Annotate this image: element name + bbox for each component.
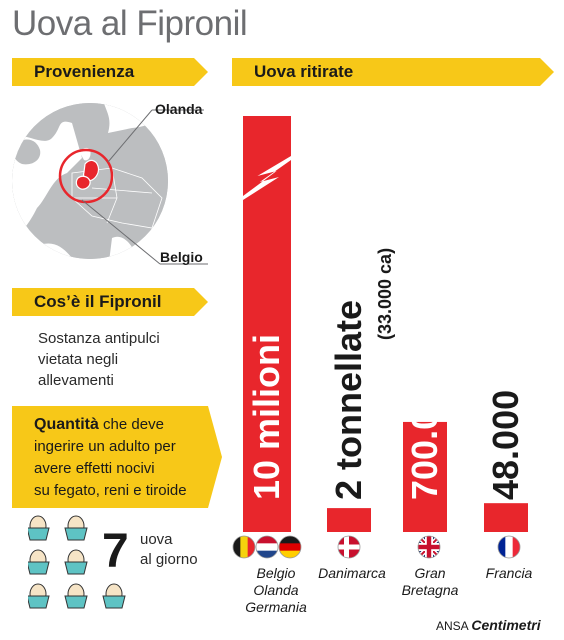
quantita-text: Quantità che deve ingerire un adulto per…	[34, 414, 214, 502]
france-flag	[497, 535, 521, 559]
value-label: 10 milioni	[246, 334, 287, 500]
quantita-bold: Quantità	[34, 416, 99, 433]
fipronil-line: Sostanza antipulci	[38, 330, 160, 347]
egg-icon	[64, 583, 88, 609]
bar	[403, 421, 447, 532]
eggs-unit: uova al giorno	[140, 530, 198, 570]
category-label: Belgio	[257, 565, 296, 581]
quantita-line: su fegato, reni e tiroide	[34, 482, 187, 499]
egg-icon	[64, 515, 88, 541]
value-label: 700.000	[404, 370, 445, 500]
category-label: Danimarca	[318, 565, 386, 581]
belgium-flag	[232, 535, 256, 559]
value-label: 48.000	[485, 390, 526, 500]
fipronil-line: allevamenti	[38, 372, 114, 389]
provenienza-banner: Provenienza	[12, 58, 208, 86]
bar	[327, 508, 371, 532]
category-label: Gran	[414, 565, 445, 581]
fipronil-line: vietata negli	[38, 351, 119, 368]
uova-ritirate-chart: 10 milioni 2 tonnellate 700.000 48.000 (33.0…	[232, 116, 533, 615]
quantita-rest: che deve	[98, 416, 164, 433]
fipronil-description: Sostanza antipulci vietata negli allevam…	[38, 328, 208, 391]
category-label: Francia	[486, 565, 533, 581]
egg-icons	[28, 515, 126, 609]
credit-ansa: ANSA	[436, 619, 469, 633]
category-label: Olanda	[253, 582, 298, 598]
bar	[243, 116, 291, 532]
page-title: Uova al Fipronil	[12, 4, 248, 43]
denmark-flag	[337, 535, 361, 559]
map-label-belgio: Belgio	[160, 249, 203, 265]
germany-flag	[278, 535, 302, 559]
credit-brand: Centimetri	[471, 617, 541, 633]
quantita-line: avere effetti nocivi	[34, 460, 155, 477]
bar-break	[243, 156, 291, 200]
netherlands-flag	[255, 535, 279, 559]
uk-flag	[417, 535, 441, 559]
eggs-unit-line: uova	[140, 531, 173, 548]
credit: ANSA Centimetri	[436, 617, 541, 633]
egg-icon	[102, 583, 126, 609]
egg-icon	[28, 515, 50, 541]
category-label: Bretagna	[402, 582, 459, 598]
egg-icon	[28, 583, 50, 609]
value-label: 2 tonnellate	[328, 300, 369, 500]
fipronil-banner: Cos’è il Fipronil	[12, 288, 208, 316]
egg-icon	[64, 549, 88, 575]
category-label: Germania	[245, 599, 307, 615]
quantita-box: Quantità che deve ingerire un adulto per…	[12, 406, 222, 508]
uova-ritirate-banner: Uova ritirate	[232, 58, 554, 86]
eggs-count: 7	[102, 525, 129, 578]
bar	[484, 503, 528, 532]
eggs-unit-line: al giorno	[140, 551, 198, 568]
map-label-olanda: Olanda	[155, 101, 203, 117]
quantita-line: ingerire un adulto per	[34, 438, 176, 455]
egg-icon	[28, 549, 50, 575]
europe-map	[12, 103, 208, 265]
annotation-label: (33.000 ca)	[375, 248, 395, 340]
